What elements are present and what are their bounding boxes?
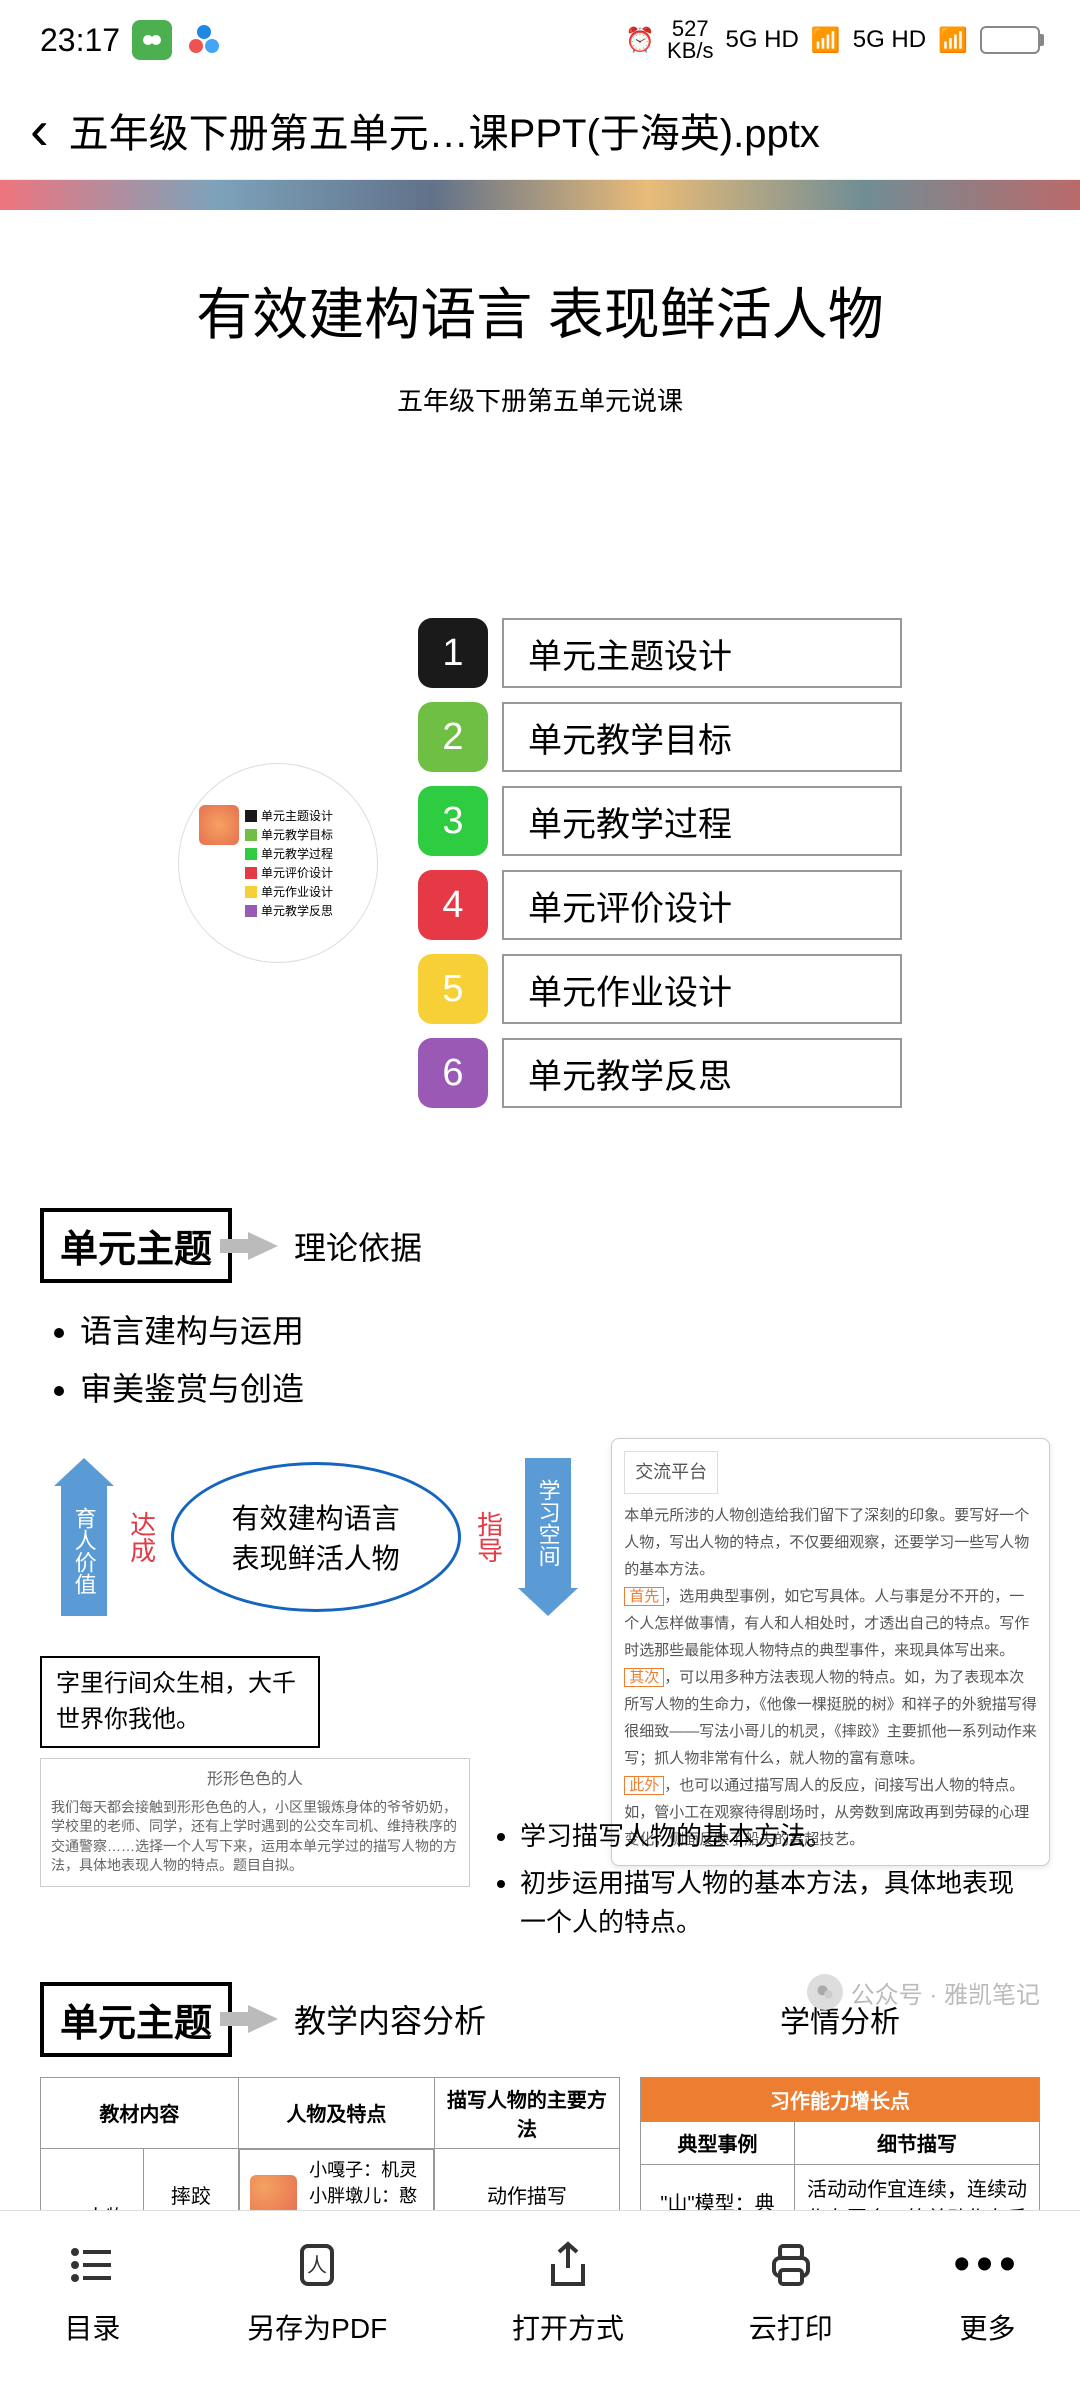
section-subtitle-2: 教学内容分析 — [294, 1996, 486, 2042]
alarm-icon: ⏰ — [625, 26, 655, 55]
svg-text:人: 人 — [307, 2254, 327, 2277]
toc-button[interactable]: 目录 — [62, 2235, 122, 2347]
section-subtitle: 理论依据 — [294, 1223, 422, 1269]
right-label: 指导 — [471, 1511, 508, 1563]
toc-label: 单元教学过程 — [502, 786, 902, 856]
down-arrow: 学习空间 — [518, 1458, 578, 1616]
slide-subtitle: 五年级下册第五单元说课 — [0, 381, 1080, 418]
document-title: 五年级下册第五单元…课PPT(于海英).pptx — [69, 101, 1050, 159]
status-time: 23:17 — [40, 22, 120, 59]
arrow-right-icon-2 — [248, 2005, 278, 2033]
wechat-icon — [807, 1974, 843, 2010]
document-content[interactable]: 有效建构语言 表现鲜活人物 五年级下册第五单元说课 单元主题设计单元教学目标单元… — [0, 180, 1080, 2210]
print-icon — [761, 2235, 821, 2295]
network-speed: 527KB/s — [667, 18, 713, 62]
signal-2: 5G HD — [853, 26, 926, 54]
status-bar: 23:17 ⏰ 527KB/s 5G HD 📶 5G HD 📶 — [0, 0, 1080, 80]
watermark: 公众号 · 雅凯笔记 — [807, 1974, 1040, 2010]
bullet-1: 语言建构与运用 — [80, 1303, 1020, 1361]
app-icon-1 — [132, 20, 172, 60]
more-button[interactable]: ••• 更多 — [958, 2235, 1018, 2347]
save-pdf-button[interactable]: 人 另存为PDF — [247, 2235, 387, 2347]
content-table-1: 教材内容 人物及特点 描写人物的主要方法 13.人物描 摔跤 小嘎子：机灵 小胖… — [40, 2077, 620, 2210]
pdf-icon: 人 — [287, 2235, 347, 2295]
toc-label: 单元教学目标 — [502, 702, 902, 772]
up-arrow: 育人价值 — [54, 1458, 114, 1616]
signal-bars-2: 📶 — [938, 26, 968, 55]
toc-number: 4 — [418, 870, 488, 940]
toc-label: 单元教学反思 — [502, 1038, 902, 1108]
back-button[interactable]: ‹ — [30, 97, 49, 162]
toc-list: 1单元主题设计2单元教学目标3单元教学过程4单元评价设计5单元作业设计6单元教学… — [418, 618, 902, 1108]
title-bar: ‹ 五年级下册第五单元…课PPT(于海英).pptx — [0, 80, 1080, 180]
toc-item: 6单元教学反思 — [418, 1038, 902, 1108]
toc-item: 1单元主题设计 — [418, 618, 902, 688]
open-with-button[interactable]: 打开方式 — [512, 2235, 624, 2347]
ref-title: 交流平台 — [624, 1451, 718, 1493]
rainbow-divider — [0, 180, 1080, 210]
toc-number: 1 — [418, 618, 488, 688]
arrow-right-icon — [248, 1232, 278, 1260]
toc-thumbnail: 单元主题设计单元教学目标单元教学过程单元评价设计单元作业设计单元教学反思 — [178, 763, 378, 963]
toc-item: 4单元评价设计 — [418, 870, 902, 940]
toc-item: 2单元教学目标 — [418, 702, 902, 772]
center-oval: 有效建构语言 表现鲜活人物 — [171, 1462, 461, 1612]
signal-bars-1: 📶 — [811, 26, 841, 55]
bullet-2: 审美鉴赏与创造 — [80, 1361, 1020, 1419]
section-box: 单元主题 — [40, 1208, 232, 1283]
toc-item: 5单元作业设计 — [418, 954, 902, 1024]
content-table-2: 习作能力增长点 典型事例 细节描写 "山"模型：典型事例有回合 活动动作宜连续，… — [640, 2077, 1040, 2210]
bottom-toolbar: 目录 人 另存为PDF 打开方式 云打印 ••• 更多 — [0, 2210, 1080, 2400]
toc-label: 单元评价设计 — [502, 870, 902, 940]
quote-box: 字里行间众生相，大千世界你我他。 — [40, 1656, 320, 1748]
left-label: 达成 — [124, 1511, 161, 1563]
section-box-2: 单元主题 — [40, 1982, 232, 2057]
share-icon — [538, 2235, 598, 2295]
mini-doc: 形形色色的人 我们每天都会接触到形形色色的人，小区里锻炼身体的爷爷奶奶，学校里的… — [40, 1758, 470, 1887]
toc-item: 3单元教学过程 — [418, 786, 902, 856]
toc-label: 单元作业设计 — [502, 954, 902, 1024]
toc-section: 单元主题设计单元教学目标单元教学过程单元评价设计单元作业设计单元教学反思 1单元… — [0, 618, 1080, 1108]
battery-icon — [980, 26, 1040, 54]
cloud-print-button[interactable]: 云打印 — [749, 2235, 833, 2347]
reference-box: 交流平台 本单元所涉的人物创造给我们留下了深刻的印象。要写好一个人物，写出人物的… — [611, 1438, 1050, 1865]
section-header-1: 单元主题 理论依据 — [40, 1208, 1040, 1283]
more-icon: ••• — [958, 2235, 1018, 2295]
slide-title: 有效建构语言 表现鲜活人物 — [0, 270, 1080, 351]
list-icon — [62, 2235, 122, 2295]
theory-bullets: 语言建构与运用 审美鉴赏与创造 — [60, 1303, 1020, 1418]
tables-row: 教材内容 人物及特点 描写人物的主要方法 13.人物描 摔跤 小嘎子：机灵 小胖… — [40, 2077, 1040, 2210]
toc-number: 3 — [418, 786, 488, 856]
signal-1: 5G HD — [726, 26, 799, 54]
toc-number: 5 — [418, 954, 488, 1024]
toc-label: 单元主题设计 — [502, 618, 902, 688]
toc-number: 6 — [418, 1038, 488, 1108]
app-icon-2 — [184, 20, 224, 60]
method-2: 初步运用描写人物的基本方法，具体地表现一个人的特点。 — [520, 1864, 1020, 1942]
toc-number: 2 — [418, 702, 488, 772]
